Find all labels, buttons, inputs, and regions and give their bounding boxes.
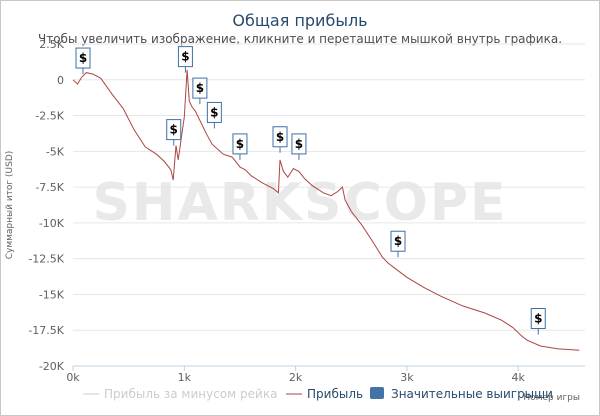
flag-label: $ <box>79 51 87 65</box>
y-tick-label: -12.5K <box>28 253 64 266</box>
y-tick-label: -17.5K <box>28 324 64 337</box>
watermark: SHARKSCOPE <box>92 173 507 233</box>
flag-label: $ <box>276 130 284 144</box>
x-tick-label: 4k <box>512 371 526 384</box>
big-win-flag[interactable]: $ <box>166 119 182 146</box>
flag-box <box>177 46 193 68</box>
plot-area[interactable]: SHARKSCOPE 2.5K 0 -2.5K -5K -7.5K -10K -12.5K -1… <box>5 38 585 403</box>
big-win-flag[interactable]: $ <box>291 133 307 160</box>
chart-title: Общая прибыль <box>232 11 367 30</box>
legend-label: Прибыль за минусом рейка <box>104 387 277 401</box>
y-tick-label: -15K <box>39 288 65 301</box>
flag-box <box>232 133 248 155</box>
y-tick-label: 0 <box>57 74 64 87</box>
legend-label: Значительные выигрыши <box>391 387 553 401</box>
flag-box <box>166 119 182 141</box>
legend: Прибыль за минусом рейка Прибыль Значитель… <box>83 387 553 401</box>
flag-label: $ <box>210 105 218 119</box>
big-win-flag[interactable]: $ <box>272 126 288 153</box>
flag-box <box>75 47 91 69</box>
legend-item[interactable]: Прибыль <box>286 387 363 401</box>
y-tick-label: -7.5K <box>35 181 64 194</box>
legend-item[interactable]: Прибыль за минусом рейка <box>83 387 277 401</box>
flag-label: $ <box>394 234 402 248</box>
flag-label: $ <box>534 312 542 326</box>
y-tick-label: -10K <box>39 217 65 230</box>
flag-box <box>192 77 208 99</box>
flag-box <box>530 308 546 330</box>
flag-label: $ <box>170 123 178 137</box>
big-win-flag[interactable]: $ <box>177 46 193 73</box>
y-tick-label: -2.5K <box>35 110 64 123</box>
flag-label: $ <box>236 137 244 151</box>
flag-box <box>206 101 222 123</box>
series-line-profit[interactable] <box>72 69 580 351</box>
x-tick-label: 1k <box>178 371 192 384</box>
legend-label: Прибыль <box>307 387 363 401</box>
y-axis-title: Суммарный итог (USD) <box>5 151 15 260</box>
y-tick-label: -20K <box>39 360 65 373</box>
y-tick-label: 2.5K <box>39 38 64 51</box>
flag-box <box>390 230 406 252</box>
chart-subtitle: Чтобы увеличить изображение, кликните и … <box>38 32 562 46</box>
flag-box <box>291 133 307 155</box>
flag-box <box>272 126 288 148</box>
x-axis-title: Номер игры <box>523 393 580 403</box>
x-tick-label: 0k <box>66 371 80 384</box>
big-win-flag[interactable]: $ <box>206 101 222 129</box>
flag-label: $ <box>181 50 189 64</box>
x-tick-label: 2k <box>289 371 303 384</box>
big-win-flag[interactable]: $ <box>192 77 208 105</box>
big-win-flag[interactable]: $ <box>390 230 406 258</box>
big-win-flag[interactable]: $ <box>530 308 546 335</box>
x-tick-label: 3k <box>400 371 414 384</box>
y-tick-label: -5K <box>46 145 65 158</box>
legend-item[interactable]: Значительные выигрыши <box>370 387 553 401</box>
flag-label: $ <box>196 81 204 95</box>
flag-label: $ <box>295 137 303 151</box>
big-win-flag[interactable]: $ <box>75 47 91 75</box>
big-win-flag[interactable]: $ <box>232 133 248 160</box>
legend-swatch <box>370 387 384 399</box>
